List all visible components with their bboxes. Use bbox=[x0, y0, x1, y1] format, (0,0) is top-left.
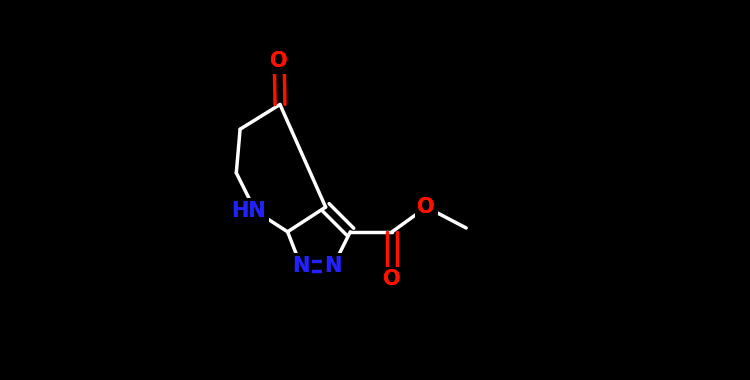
Text: O: O bbox=[271, 51, 288, 71]
Text: N: N bbox=[325, 256, 342, 276]
Text: N: N bbox=[292, 256, 310, 276]
Text: O: O bbox=[271, 51, 288, 71]
Text: N: N bbox=[325, 256, 342, 276]
Text: HN: HN bbox=[231, 201, 266, 221]
Text: N: N bbox=[292, 256, 310, 276]
Text: O: O bbox=[383, 269, 401, 289]
Text: N: N bbox=[292, 256, 310, 276]
Text: HN: HN bbox=[231, 201, 266, 221]
Text: O: O bbox=[383, 269, 401, 289]
Text: O: O bbox=[418, 197, 435, 217]
Text: O: O bbox=[418, 197, 435, 217]
Text: O: O bbox=[271, 51, 288, 71]
Text: O: O bbox=[418, 197, 435, 217]
Text: N: N bbox=[325, 256, 342, 276]
Text: O: O bbox=[383, 269, 401, 289]
Text: HN: HN bbox=[231, 201, 266, 221]
